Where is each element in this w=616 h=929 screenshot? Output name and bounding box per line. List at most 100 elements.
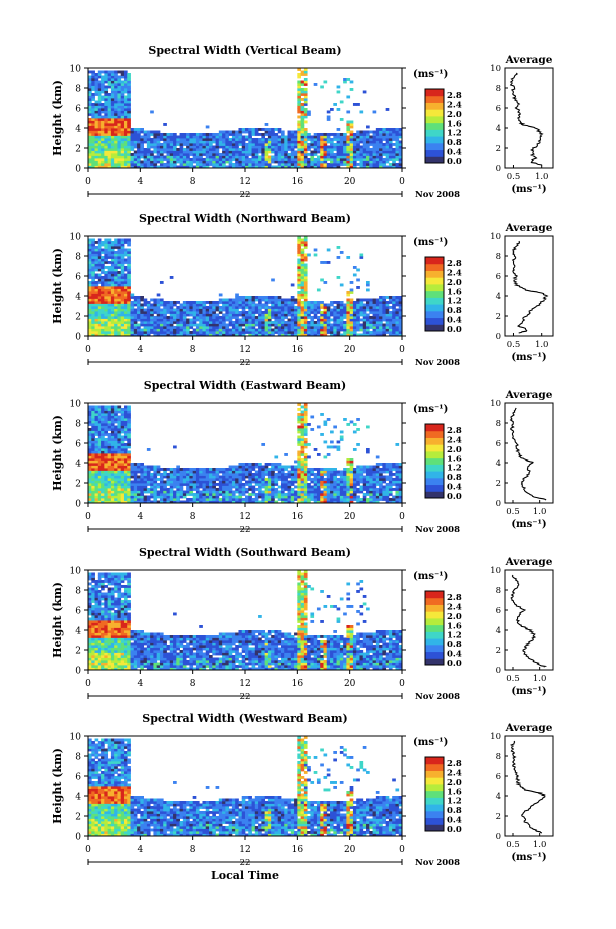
heatmap-cell: [101, 130, 105, 134]
heatmap-cell: [163, 150, 167, 154]
heatmap-cell: [294, 138, 298, 141]
heatmap-cell: [251, 318, 256, 322]
heatmap-cell: [123, 258, 128, 262]
heatmap-cell: [91, 70, 95, 74]
heatmap-cell: [176, 153, 180, 156]
heatmap-cell: [91, 85, 95, 89]
heatmap-cell: [290, 145, 295, 149]
heatmap-cell: [88, 480, 92, 484]
heatmap-cell: [97, 158, 102, 161]
heatmap-cell: [123, 328, 128, 332]
heatmap-cell: [251, 140, 256, 144]
heatmap-cell: [225, 326, 230, 329]
heatmap-cell: [258, 478, 262, 481]
heatmap-cell: [110, 110, 115, 114]
heatmap-cell: [88, 308, 92, 312]
heatmap-cell: [297, 133, 301, 136]
heatmap-cell: [120, 443, 125, 446]
heatmap-cell: [173, 308, 177, 312]
x-tick-label: 4: [137, 345, 143, 355]
heatmap-cell: [107, 408, 112, 411]
heatmap-cell: [300, 316, 305, 319]
heatmap-cell: [218, 468, 223, 471]
heatmap-cell: [123, 238, 128, 242]
heatmap-cell: [277, 323, 282, 327]
heatmap-cell: [379, 140, 383, 144]
heatmap-cell: [303, 128, 308, 131]
heatmap-cell: [264, 483, 269, 486]
heatmap-cell: [137, 326, 141, 329]
heatmap-cell: [159, 133, 164, 136]
heatmap-cell: [114, 293, 118, 297]
heatmap-cell: [123, 443, 128, 446]
heatmap-cell: [192, 316, 197, 319]
heatmap-cell: [320, 163, 324, 166]
heatmap-cell: [388, 150, 393, 154]
heatmap-cell: [156, 470, 161, 474]
heatmap-cell: [323, 150, 328, 154]
heatmap-cell: [117, 291, 122, 294]
heatmap-cell: [248, 328, 252, 332]
heatmap-cell: [382, 316, 387, 319]
heatmap-cell: [189, 333, 194, 337]
heatmap-cell: [123, 261, 128, 264]
heatmap-cell: [104, 90, 109, 94]
heatmap-cell: [146, 306, 151, 309]
heatmap-cell: [130, 306, 135, 309]
heatmap-cell: [349, 321, 354, 324]
heatmap-cell: [120, 85, 125, 89]
heatmap-cell: [261, 306, 266, 309]
heatmap-cell: [395, 153, 400, 156]
heatmap-cell: [245, 150, 249, 154]
heatmap-cell: [163, 143, 167, 146]
heatmap-cell: [91, 410, 95, 414]
heatmap-cell: [313, 148, 318, 151]
day-label: 22: [240, 190, 251, 200]
heatmap-cell: [277, 326, 282, 329]
heatmap-cell: [117, 296, 122, 299]
heatmap-cell: [303, 263, 308, 267]
heatmap-cell: [267, 328, 272, 332]
heatmap-cell: [362, 90, 367, 94]
heatmap-cell: [313, 163, 318, 166]
heatmap-cell: [120, 90, 125, 94]
heatmap-cell: [297, 495, 301, 499]
heatmap-cell: [189, 143, 194, 146]
heatmap-cell: [104, 150, 109, 154]
heatmap-cell: [107, 306, 112, 309]
heatmap-cell: [222, 165, 226, 169]
heatmap-cell: [300, 470, 305, 474]
heatmap-cell: [146, 478, 151, 481]
heatmap-cell: [271, 323, 275, 327]
heatmap-cell: [176, 473, 180, 476]
heatmap-cell: [107, 153, 112, 156]
heatmap-cell: [241, 298, 246, 302]
heatmap-cell: [336, 331, 341, 334]
heatmap-cell: [356, 103, 360, 106]
heatmap-cell: [104, 333, 109, 337]
heatmap-cell: [133, 138, 138, 141]
heatmap-cell: [127, 488, 131, 491]
heatmap-cell: [94, 331, 99, 334]
heatmap-cell: [231, 333, 236, 337]
heatmap-cell: [267, 475, 272, 479]
heatmap-cell: [110, 303, 115, 307]
heatmap-cell: [290, 298, 295, 302]
heatmap-cell: [97, 493, 102, 496]
heatmap-cell: [303, 301, 308, 304]
heatmap-cell: [127, 73, 131, 76]
heatmap-cell: [88, 468, 92, 471]
heatmap-cell: [114, 298, 118, 302]
heatmap-cell: [287, 480, 292, 484]
heatmap-cell: [166, 490, 171, 494]
heatmap-cell: [101, 98, 105, 101]
heatmap-cell: [271, 301, 275, 304]
heatmap-cell: [137, 475, 141, 479]
heatmap-cell: [107, 273, 112, 277]
heatmap-cell: [228, 500, 233, 504]
heatmap-cell: [166, 328, 171, 332]
heatmap-cell: [91, 423, 95, 426]
heatmap-cell: [235, 485, 239, 489]
heatmap-cell: [320, 333, 324, 337]
heatmap-cell: [209, 468, 213, 471]
